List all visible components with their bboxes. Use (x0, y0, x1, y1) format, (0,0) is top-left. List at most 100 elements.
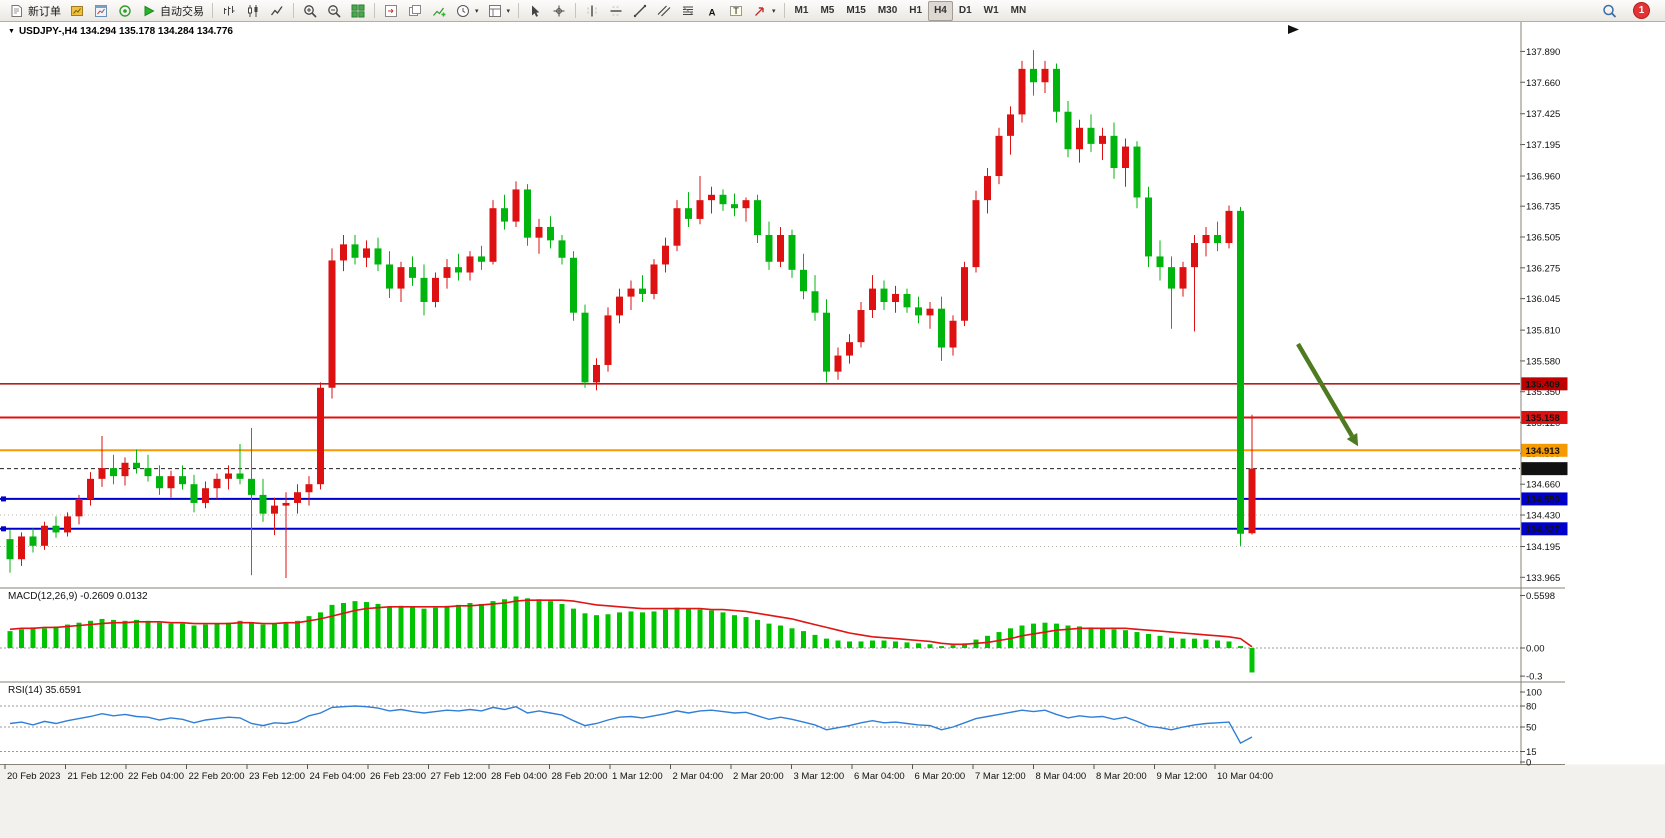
autotrading-button[interactable]: 自动交易 (137, 1, 208, 21)
svg-text:135.409: 135.409 (1526, 379, 1560, 390)
tile-windows-button[interactable] (346, 1, 370, 21)
svg-text:T: T (733, 6, 739, 17)
data-window-button[interactable] (113, 1, 137, 21)
toolbar-separator (374, 3, 375, 18)
tf-mn-button-label: MN (1010, 5, 1027, 16)
vertical-line-button[interactable] (580, 1, 604, 21)
svg-text:134.913: 134.913 (1526, 446, 1560, 457)
svg-text:134.660: 134.660 (1526, 480, 1560, 491)
fibonacci-button[interactable] (676, 1, 700, 21)
svg-text:135.810: 135.810 (1526, 326, 1560, 337)
svg-text:7 Mar 12:00: 7 Mar 12:00 (975, 771, 1026, 782)
chart-background (0, 22, 1665, 765)
arrow-annotation[interactable] (1296, 342, 1359, 447)
indicator-axis: 0.5598 0.00 -0.3 100 80 50 150 (1520, 591, 1555, 769)
equidistant-channel-button[interactable] (652, 1, 676, 21)
svg-text:100: 100 (1526, 688, 1542, 699)
add-indicator-button[interactable] (427, 1, 451, 21)
chart-title: ▼ USDJPY-,H4 134.294 135.178 134.284 134… (8, 26, 233, 37)
caret-down-icon: ▾ (475, 7, 479, 15)
toolbar-separator (212, 3, 213, 18)
tile-windows-icon (350, 3, 366, 19)
hline-pivot-label (1521, 443, 1568, 457)
svg-text:134.195: 134.195 (1526, 542, 1560, 553)
svg-text:9 Mar 12:00: 9 Mar 12:00 (1157, 771, 1208, 782)
templates-dropdown[interactable]: ▾ (483, 1, 515, 21)
rsi-line (9, 705, 1253, 745)
bar-chart-button[interactable] (217, 1, 241, 21)
zoom-in-icon (302, 3, 318, 19)
crosshair-button[interactable] (547, 1, 571, 21)
text-button[interactable]: A (700, 1, 724, 21)
line-chart-button[interactable] (265, 1, 289, 21)
svg-text:135.350: 135.350 (1526, 387, 1560, 398)
zoom-out-button[interactable] (322, 1, 346, 21)
cursor-icon (527, 3, 543, 19)
svg-text:28 Feb 20:00: 28 Feb 20:00 (552, 771, 608, 782)
svg-text:24 Feb 04:00: 24 Feb 04:00 (310, 771, 366, 782)
tf-h1-button[interactable]: H1 (903, 1, 928, 21)
price-axis-flags: 135.409 135.158 134.913 134.776 134.550 134.3… (1521, 377, 1568, 536)
tf-mn-button[interactable]: MN (1005, 1, 1033, 21)
tf-h4-button-label: H4 (934, 5, 947, 16)
channel-icon (656, 3, 672, 19)
svg-text:1 Mar 12:00: 1 Mar 12:00 (612, 771, 663, 782)
tf-w1-button-label: W1 (983, 5, 999, 16)
svg-text:28 Feb 04:00: 28 Feb 04:00 (491, 771, 547, 782)
tf-d1-button[interactable]: D1 (953, 1, 978, 21)
hline-bid-price-label (1521, 462, 1568, 476)
candlesticks (6, 50, 1256, 578)
scroll-marker-icon[interactable] (1288, 25, 1299, 34)
svg-text:134.550: 134.550 (1526, 494, 1560, 505)
arrows-dropdown[interactable]: ▾ (748, 1, 780, 21)
tf-m1-button[interactable]: M1 (789, 1, 815, 21)
cascade-windows-button[interactable] (403, 1, 427, 21)
svg-text:136.275: 136.275 (1526, 263, 1560, 274)
market-watch-button[interactable] (65, 1, 89, 21)
svg-text:22 Feb 20:00: 22 Feb 20:00 (189, 771, 245, 782)
search-icon (1601, 3, 1617, 19)
notification-badge[interactable]: 1 (1633, 2, 1650, 19)
hline-support-upper-anchor[interactable] (1, 496, 6, 502)
periods-dropdown[interactable]: ▾ (451, 1, 483, 21)
svg-text:136.735: 136.735 (1526, 202, 1560, 213)
tf-w1-button[interactable]: W1 (978, 1, 1005, 21)
svg-text:50: 50 (1526, 723, 1537, 734)
market-watch-icon (69, 3, 85, 19)
toolbar-separator (783, 3, 785, 18)
svg-text:2 Mar 04:00: 2 Mar 04:00 (673, 771, 724, 782)
new-chart-button[interactable] (89, 1, 113, 21)
tf-h4-button[interactable]: H4 (928, 0, 953, 21)
hline-support-lower-anchor[interactable] (1, 526, 6, 532)
chart-title-text: USDJPY-,H4 134.294 135.178 134.284 134.7… (18, 26, 233, 37)
horizontal-line-button[interactable] (604, 1, 628, 21)
svg-text:22 Feb 04:00: 22 Feb 04:00 (128, 771, 184, 782)
cascade-charts-icon (407, 3, 423, 19)
fibonacci-icon (680, 3, 696, 19)
trendline-button[interactable] (628, 1, 652, 21)
label-button[interactable]: T (724, 1, 748, 21)
zoom-in-button[interactable] (298, 1, 322, 21)
cursor-button[interactable] (523, 1, 547, 21)
svg-text:27 Feb 12:00: 27 Feb 12:00 (431, 771, 487, 782)
hline-resistance-upper-label (1521, 377, 1568, 391)
tf-m15-button[interactable]: M15 (840, 1, 871, 21)
tf-m30-button[interactable]: M30 (872, 1, 903, 21)
chart-window-icon (93, 3, 109, 19)
svg-text:-0.3: -0.3 (1526, 672, 1542, 683)
time-axis[interactable]: 20 Feb 2023 21 Feb 12:00 22 Feb 04:00 22 Fe… (4, 764, 1273, 783)
tf-m1-button-label: M1 (794, 5, 809, 16)
svg-text:134.430: 134.430 (1526, 511, 1560, 522)
candlestick-chart-button[interactable] (241, 1, 265, 21)
tf-m5-button[interactable]: M5 (814, 1, 840, 21)
svg-text:0.5598: 0.5598 (1526, 591, 1555, 602)
chart-context-icon[interactable]: ▼ (8, 28, 15, 35)
svg-text:0: 0 (1526, 758, 1531, 769)
clock-icon (455, 3, 471, 19)
toolbar-separator (293, 3, 294, 18)
new-order-button[interactable]: 新订单 (5, 1, 65, 21)
hline-support-upper-label (1521, 492, 1568, 506)
svg-text:6 Mar 04:00: 6 Mar 04:00 (854, 771, 905, 782)
arrange-windows-button[interactable] (379, 1, 403, 21)
search-button[interactable] (1597, 1, 1621, 21)
